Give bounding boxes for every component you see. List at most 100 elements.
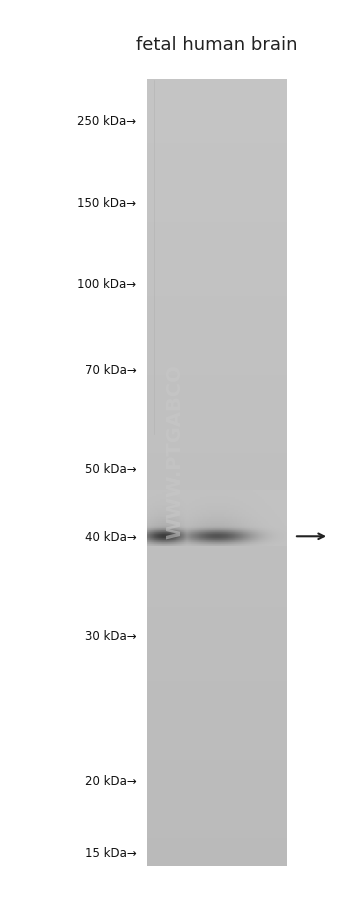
Bar — [193, 503, 194, 505]
Bar — [253, 528, 254, 529]
Bar — [200, 503, 201, 505]
Bar — [238, 508, 239, 511]
Bar — [225, 492, 226, 494]
Bar — [247, 517, 248, 520]
Bar — [168, 495, 169, 498]
Bar — [198, 536, 199, 538]
Bar — [236, 537, 237, 538]
Bar — [285, 539, 286, 540]
Bar — [163, 526, 164, 528]
Bar — [236, 531, 237, 533]
Bar — [201, 506, 202, 509]
Bar — [257, 541, 258, 543]
Bar — [183, 530, 184, 531]
Bar — [170, 515, 171, 518]
Bar — [162, 503, 163, 505]
Bar — [222, 504, 223, 507]
Bar — [225, 504, 226, 507]
Bar — [235, 492, 236, 494]
Bar — [175, 541, 176, 542]
Bar — [228, 520, 229, 523]
Bar — [161, 546, 162, 547]
Bar — [250, 504, 251, 507]
Bar — [172, 531, 173, 533]
Bar — [241, 515, 242, 518]
Bar — [224, 539, 225, 540]
Bar — [147, 630, 287, 634]
Bar — [180, 513, 181, 516]
Bar — [211, 545, 212, 546]
Bar — [219, 519, 220, 521]
Bar — [176, 538, 177, 540]
Bar — [282, 510, 283, 512]
Bar — [157, 498, 158, 500]
Bar — [231, 524, 232, 527]
Bar — [276, 529, 277, 530]
Bar — [275, 543, 276, 544]
Bar — [206, 545, 207, 546]
Bar — [147, 155, 287, 160]
Bar — [262, 532, 263, 533]
Bar — [152, 522, 153, 525]
Bar — [230, 543, 231, 544]
Bar — [187, 535, 188, 536]
Bar — [233, 506, 234, 509]
Bar — [251, 541, 252, 543]
Bar — [265, 517, 266, 520]
Bar — [224, 538, 225, 540]
Bar — [212, 540, 213, 541]
Bar — [198, 543, 199, 544]
Bar — [254, 495, 255, 498]
Bar — [176, 536, 177, 537]
Bar — [252, 543, 253, 544]
Bar — [204, 543, 205, 544]
Bar — [191, 538, 192, 540]
Bar — [264, 510, 265, 512]
Bar — [187, 546, 188, 547]
Bar — [265, 546, 266, 547]
Bar — [234, 490, 235, 492]
Bar — [197, 495, 198, 498]
Bar — [252, 510, 253, 512]
Bar — [186, 535, 187, 536]
Bar — [191, 532, 192, 533]
Bar — [241, 490, 242, 492]
Bar — [147, 767, 287, 772]
Bar — [156, 541, 157, 542]
Bar — [273, 508, 274, 511]
Bar — [201, 529, 202, 530]
Bar — [156, 490, 157, 492]
Bar — [147, 790, 287, 796]
Bar — [243, 492, 244, 494]
Bar — [208, 508, 209, 511]
Bar — [164, 542, 165, 543]
Bar — [227, 535, 228, 536]
Bar — [268, 527, 269, 528]
Bar — [178, 500, 179, 502]
Bar — [283, 535, 284, 536]
Bar — [156, 531, 157, 533]
Bar — [191, 508, 192, 511]
Bar — [220, 520, 221, 523]
Bar — [187, 540, 188, 541]
Bar — [269, 541, 270, 543]
Bar — [197, 534, 198, 536]
Bar — [267, 501, 268, 503]
Bar — [219, 504, 220, 507]
Bar — [149, 526, 150, 528]
Bar — [201, 490, 202, 492]
Bar — [250, 511, 251, 514]
Bar — [262, 495, 263, 498]
Bar — [200, 490, 201, 492]
Bar — [285, 522, 286, 525]
Bar — [203, 541, 204, 543]
Bar — [234, 503, 235, 505]
Bar — [230, 504, 231, 507]
Bar — [199, 495, 200, 498]
Bar — [240, 508, 241, 511]
Bar — [216, 536, 217, 537]
Bar — [282, 543, 283, 544]
Bar — [179, 515, 180, 518]
Bar — [252, 531, 253, 533]
Bar — [231, 537, 232, 538]
